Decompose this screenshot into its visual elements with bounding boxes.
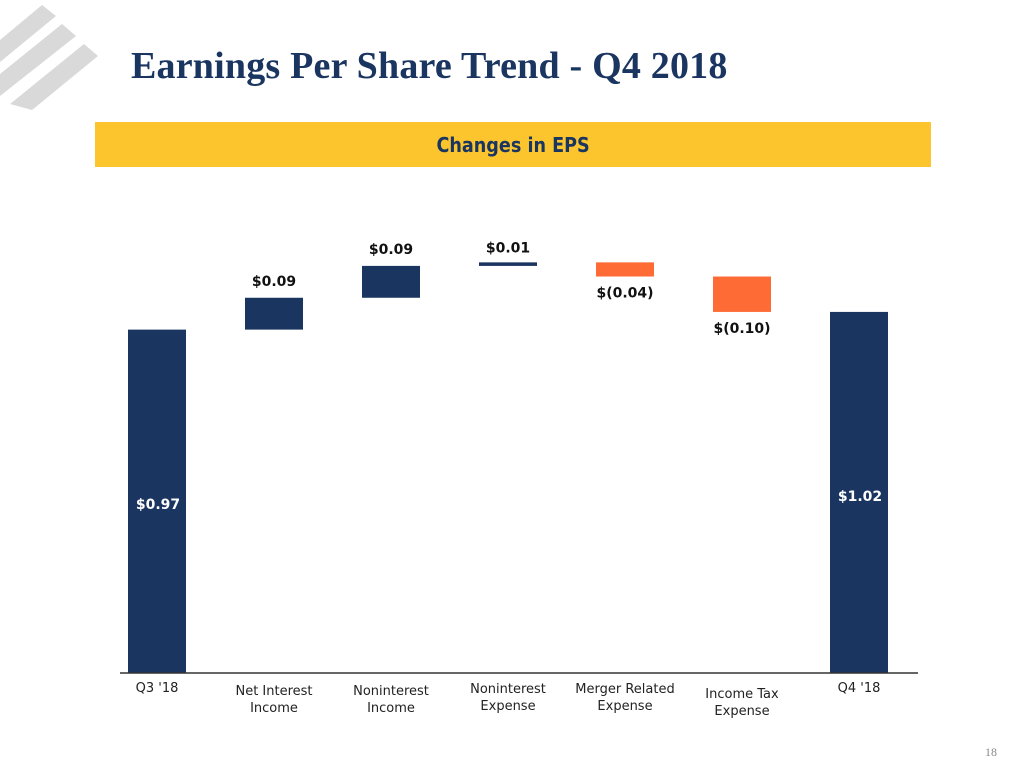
category-label-2: Net Interest Income [235, 684, 312, 716]
value-label-1: $0.97 [136, 497, 180, 513]
value-label-7: $1.02 [838, 489, 882, 505]
bar-6 [713, 276, 771, 312]
banner-label: Changes in EPS [436, 133, 590, 157]
bars-layer [128, 262, 888, 673]
category-label-1: Q3 '18 [136, 681, 179, 696]
chart-banner: Changes in EPS [95, 122, 931, 167]
page-title: Earnings Per Share Trend - Q4 2018 [131, 45, 728, 87]
bar-3 [362, 265, 420, 298]
value-label-3: $0.09 [369, 242, 413, 258]
company-logo [0, 5, 98, 110]
bar-2 [245, 297, 303, 330]
bar-7 [830, 311, 888, 673]
bar-5 [596, 262, 654, 277]
category-label-4: Noninterest Expense [470, 682, 546, 714]
value-label-6: $(0.10) [713, 321, 770, 337]
bar-4 [479, 262, 537, 266]
value-label-4: $0.01 [486, 240, 530, 256]
page-number: 18 [985, 745, 997, 759]
value-label-5: $(0.04) [596, 286, 653, 302]
category-label-6: Income Tax Expense [705, 687, 779, 719]
category-label-3: Noninterest Income [353, 684, 429, 716]
bar-1 [128, 329, 186, 673]
category-labels-layer: Q3 '18 Net Interest Income Noninterest Incom… [136, 681, 881, 719]
value-label-2: $0.09 [252, 274, 296, 290]
category-label-5: Merger Related Expense [575, 682, 674, 714]
category-label-7: Q4 '18 [838, 681, 881, 696]
value-labels-layer: $0.97 $0.09 $0.09 $0.01 $(0.04) $(0.10) $1.02 [136, 240, 882, 513]
